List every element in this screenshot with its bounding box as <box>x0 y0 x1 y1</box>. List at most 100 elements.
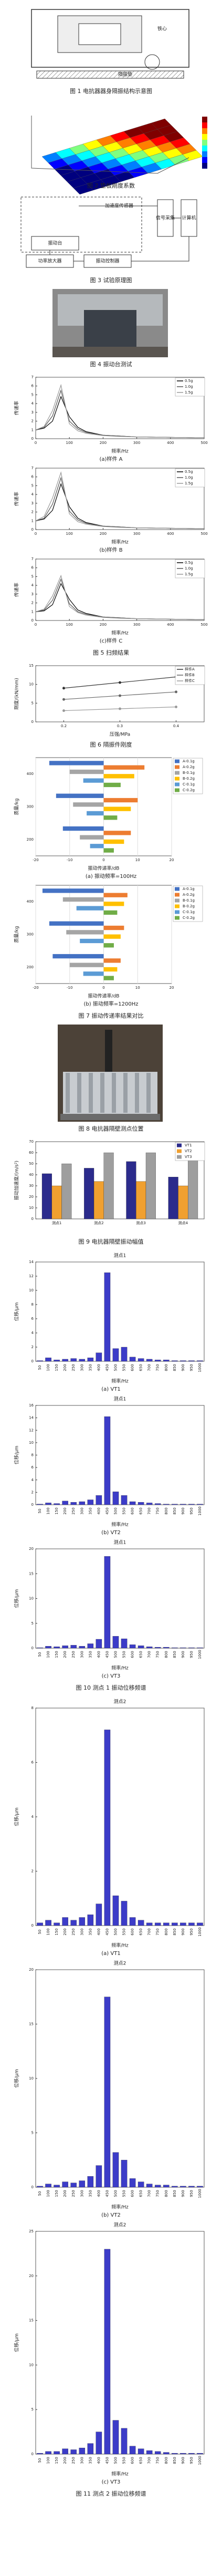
x-tick-label: 650 <box>139 1507 143 1514</box>
x-tick-label: 450 <box>105 1928 109 1935</box>
caption: 图 10 测点 1 振动位移频谱 <box>76 1684 146 1691</box>
bar <box>83 971 104 976</box>
y-axis-label: 位移/μm <box>14 1302 20 1321</box>
legend-label: 0.5g <box>185 561 193 565</box>
bar <box>146 2450 153 2455</box>
bar <box>145 1152 156 1219</box>
x-tick-label: 500 <box>200 441 207 445</box>
bar <box>197 2453 203 2455</box>
x-tick-label: 600 <box>131 2190 135 2197</box>
point <box>119 694 121 697</box>
chart-title: 测点1 <box>114 1396 126 1402</box>
y-tick-label: 2 <box>31 1345 34 1349</box>
x-tick-label: 750 <box>156 1364 160 1371</box>
x-tick-label: 750 <box>156 2190 160 2197</box>
bar <box>93 1181 104 1219</box>
y-tick-label: 15 <box>29 2319 34 2323</box>
colorbar-cell <box>202 151 207 157</box>
bar <box>79 2447 86 2455</box>
bar <box>112 2420 119 2455</box>
y-tick-label: 6 <box>31 566 34 570</box>
legend-label: 0.5g <box>185 470 193 474</box>
bar <box>104 1273 111 1362</box>
x-tick-label: 850 <box>173 1364 177 1371</box>
x-tick-label: 750 <box>156 1651 160 1658</box>
legend-label: 1.0g <box>185 385 193 389</box>
y-tick-label: 4 <box>31 1331 34 1335</box>
y-tick-label: 0 <box>31 2452 34 2456</box>
x-tick-label: 350 <box>88 1507 92 1514</box>
bar <box>70 1358 77 1362</box>
x-axis-label: 频率/Hz <box>111 630 129 636</box>
x-tick-label: 550 <box>122 2457 126 2464</box>
subcaption: (a) VT1 <box>101 1951 120 1957</box>
x-tick-label: 100 <box>46 2190 50 2197</box>
legend-swatch <box>175 782 179 787</box>
x-tick-label: 300 <box>80 1364 84 1371</box>
subcaption: (a)样件 A <box>100 456 123 462</box>
y-tick-label: 10 <box>29 1597 34 1601</box>
x-tick-label: 50 <box>38 2191 42 2196</box>
bar <box>79 1917 86 1926</box>
x-tick-label: 0 <box>102 986 104 990</box>
bar <box>54 1922 60 1926</box>
bar <box>49 761 104 765</box>
y-tick-label: 2 <box>31 1869 34 1874</box>
bar <box>87 2176 94 2188</box>
legend-swatch <box>175 765 179 769</box>
x-tick-label: 550 <box>122 1928 126 1935</box>
photo-rib <box>123 1073 128 1113</box>
x-tick-label: 600 <box>131 2457 135 2464</box>
y-tick-label: 2 <box>31 510 34 514</box>
y-tick-label: 10 <box>29 1441 34 1445</box>
x-tick-label: 500 <box>113 1928 118 1935</box>
x-tick-label: 1000 <box>198 2456 202 2465</box>
plot-area <box>35 1405 205 1505</box>
y-tick-label: 20 <box>29 1968 34 1972</box>
x-tick-label: 900 <box>181 1507 185 1514</box>
y-tick-label: 10 <box>29 682 34 687</box>
bar <box>126 1161 136 1219</box>
bar <box>138 1646 144 1649</box>
y-tick-label: 0 <box>31 527 34 532</box>
bar <box>180 1922 186 1926</box>
legend-swatch <box>175 904 179 908</box>
bar <box>103 910 118 915</box>
y-tick-label: 0 <box>31 2185 34 2189</box>
bar <box>45 1358 51 1362</box>
legend-label: C-0.1g <box>183 782 195 787</box>
diagram-label: 铁心 <box>157 26 167 32</box>
y-tick-label: 4 <box>31 401 34 406</box>
photo-floor <box>52 347 168 357</box>
x-tick-label: 300 <box>80 2190 84 2197</box>
x-tick-label: 950 <box>189 2190 194 2197</box>
x-tick-label: 500 <box>200 532 207 536</box>
bar <box>62 1646 68 1649</box>
x-tick-label: 450 <box>105 2457 109 2464</box>
x-tick-label: 700 <box>147 1364 152 1371</box>
y-tick-label: 6 <box>31 1317 34 1321</box>
bar <box>62 826 104 831</box>
x-tick-label: 850 <box>173 2190 177 2197</box>
x-tick-label: 400 <box>167 441 174 445</box>
chart-title: 测点1 <box>114 1540 126 1546</box>
bar <box>129 1644 136 1649</box>
photo-rib <box>77 1073 81 1113</box>
x-tick-label: 950 <box>189 1651 194 1658</box>
bar <box>80 938 104 944</box>
bar <box>103 806 131 811</box>
block-label: 振动台 <box>48 240 62 246</box>
x-tick-label: 400 <box>97 1651 101 1658</box>
bar <box>103 839 124 844</box>
photo-rib <box>66 1073 70 1113</box>
y-tick-label: 300 <box>27 805 34 809</box>
x-axis-label: 频率/Hz <box>111 539 129 545</box>
bar <box>172 2186 178 2188</box>
legend-label: A-0.2g <box>183 765 195 769</box>
x-tick-label: 500 <box>113 1651 118 1658</box>
x-tick-label: 700 <box>147 2190 152 2197</box>
y-tick-label: 5 <box>31 1621 34 1626</box>
bar <box>45 1503 51 1505</box>
legend-label: B-0.2g <box>183 777 195 781</box>
x-tick-label: 900 <box>181 2457 185 2464</box>
